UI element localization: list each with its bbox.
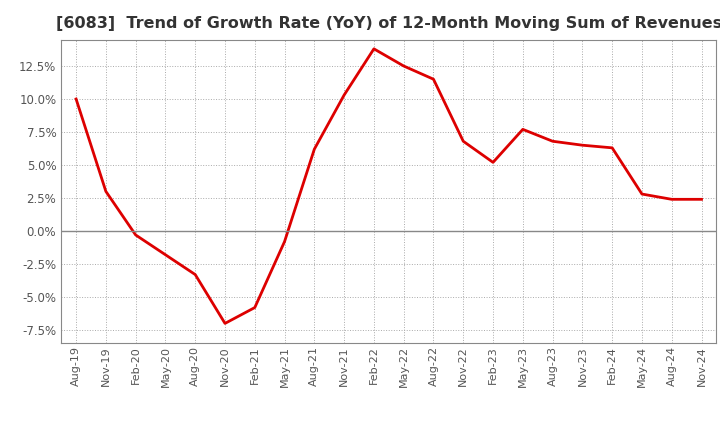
Title: [6083]  Trend of Growth Rate (YoY) of 12-Month Moving Sum of Revenues: [6083] Trend of Growth Rate (YoY) of 12-…: [55, 16, 720, 32]
